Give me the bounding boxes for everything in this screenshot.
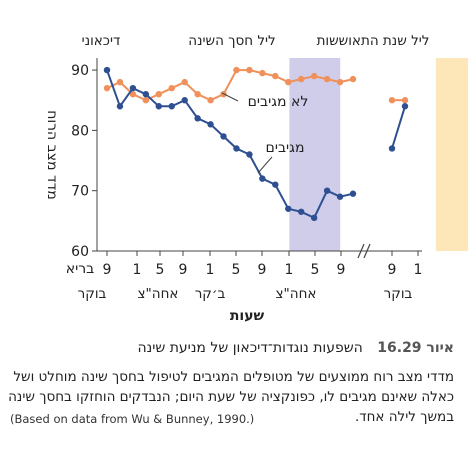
series-1-point-0-9 [220, 133, 227, 140]
leader-responders [257, 156, 273, 174]
x-tick-label-4: 1 [206, 262, 215, 278]
series-1-point-0-13 [272, 181, 279, 188]
period-label-depressed: דיכאוני [82, 33, 121, 49]
series-1-point-0-17 [323, 187, 331, 194]
series-1-point-0-7 [194, 115, 201, 122]
series-label-responders: מגיבים [266, 140, 305, 156]
day-label-afternoon-2: אחה"צ [276, 286, 317, 302]
series-1-point-1-0 [388, 145, 396, 152]
figure-caption-source: (Based on data from Wu & Bunney, 1990.) [10, 412, 255, 426]
y-tick-label-90: 90 [71, 63, 89, 79]
series-0-point-0-13 [272, 72, 279, 80]
series-0-point-1-1 [401, 97, 409, 104]
series-1-point-0-4 [155, 103, 162, 110]
series-1-point-0-6 [181, 97, 188, 104]
x-tick-label-7: 1 [285, 262, 294, 278]
shaded-regions [289, 58, 468, 251]
series-0-point-0-16 [310, 72, 318, 80]
series-1-point-0-16 [310, 214, 318, 222]
period-label-deprivation: ליל חסך השינה [188, 33, 275, 49]
series-0-point-0-11 [246, 66, 253, 74]
series-0-point-0-2 [129, 90, 137, 98]
figure-caption-body: מדדי מצב רוח ממוצעים של מטופלים המגיבים … [8, 369, 454, 425]
series-1-point-0-0 [103, 66, 111, 74]
series-0-point-0-17 [323, 75, 331, 83]
series-0-point-0-12 [259, 69, 266, 77]
series-1-point-0-1 [116, 103, 124, 110]
series-lines [103, 66, 409, 222]
series-0-point-0-8 [207, 97, 214, 104]
series-0-point-0-4 [155, 90, 162, 98]
x-tick-label-9: 9 [337, 262, 346, 278]
series-1-point-0-5 [168, 103, 175, 110]
series-0-point-0-15 [298, 75, 305, 83]
day-label-morning-1: בוקר [78, 286, 107, 302]
series-0-point-0-6 [181, 78, 188, 86]
x-tick-label-5: 5 [232, 262, 241, 278]
series-0-point-0-3 [142, 97, 150, 104]
x-tick-label-8: 5 [311, 262, 320, 278]
x-tick-label-11: 1 [414, 262, 423, 278]
shaded-region-1 [435, 58, 468, 251]
series-1-point-0-18 [336, 193, 344, 200]
series-0-point-0-10 [233, 66, 240, 74]
day-label-morning-3: בוקר [384, 286, 413, 302]
day-label-afternoon-1: אחה"צ [138, 286, 179, 302]
series-1-point-0-10 [233, 145, 240, 152]
series-0-point-1-0 [388, 97, 396, 104]
series-0-point-0-0 [103, 84, 111, 92]
y-tick-label-60: 60 [71, 244, 89, 260]
y-tick-label-80: 80 [71, 123, 89, 139]
axis-break-mark-1 [357, 243, 365, 259]
chart-labels: לא מגיבים מגיבים דיכאוני ליל חסך השינה ליל ש… [44, 33, 429, 324]
x-tick-label-10: 9 [388, 262, 397, 278]
x-axis-label: שעות [230, 308, 265, 324]
day-label-healthy: בריא [66, 261, 95, 277]
x-tick-label-2: 5 [156, 262, 165, 278]
series-0-point-0-18 [336, 78, 344, 86]
series-1-point-1-1 [401, 103, 409, 110]
x-tick-label-0: 9 [103, 262, 112, 278]
x-tick-label-1: 1 [133, 262, 142, 278]
y-tick-label-70: 70 [71, 184, 89, 200]
series-1-point-0-14 [285, 205, 292, 212]
series-0-point-0-7 [194, 90, 201, 98]
figure-title: השפעות נוגדות־דיכאון של מניעת שינה [137, 340, 363, 356]
period-label-recovery: ליל שנת התאוששות [317, 33, 430, 49]
figure-number: איור 16.29 [377, 340, 454, 356]
series-1-point-0-3 [142, 90, 150, 98]
leader-nonresponders [221, 92, 239, 102]
y-axis-label: מדד מצב הרוח [44, 110, 60, 200]
series-1-line-1 [391, 106, 406, 149]
series-0-point-0-19 [349, 75, 357, 83]
figure-caption-title: איור 16.29 השפעות נוגדות־דיכאון של מניעת… [8, 340, 454, 356]
series-0-point-0-14 [285, 78, 292, 86]
x-tick-label-6: 9 [258, 262, 267, 278]
series-label-nonresponders: לא מגיבים [248, 94, 309, 110]
series-0-point-0-5 [168, 84, 175, 92]
x-tick-label-3: 9 [179, 262, 188, 278]
series-1-point-0-8 [207, 121, 214, 128]
series-1-point-0-12 [259, 175, 266, 182]
day-label-morning-2: ב׳קר [195, 286, 226, 302]
series-1-point-0-11 [246, 151, 253, 158]
series-1-point-0-2 [129, 84, 137, 92]
series-0-point-0-1 [116, 78, 124, 86]
axis-break-mark-2 [363, 243, 371, 259]
series-1-point-0-19 [349, 190, 357, 197]
series-1-point-0-15 [298, 208, 305, 215]
